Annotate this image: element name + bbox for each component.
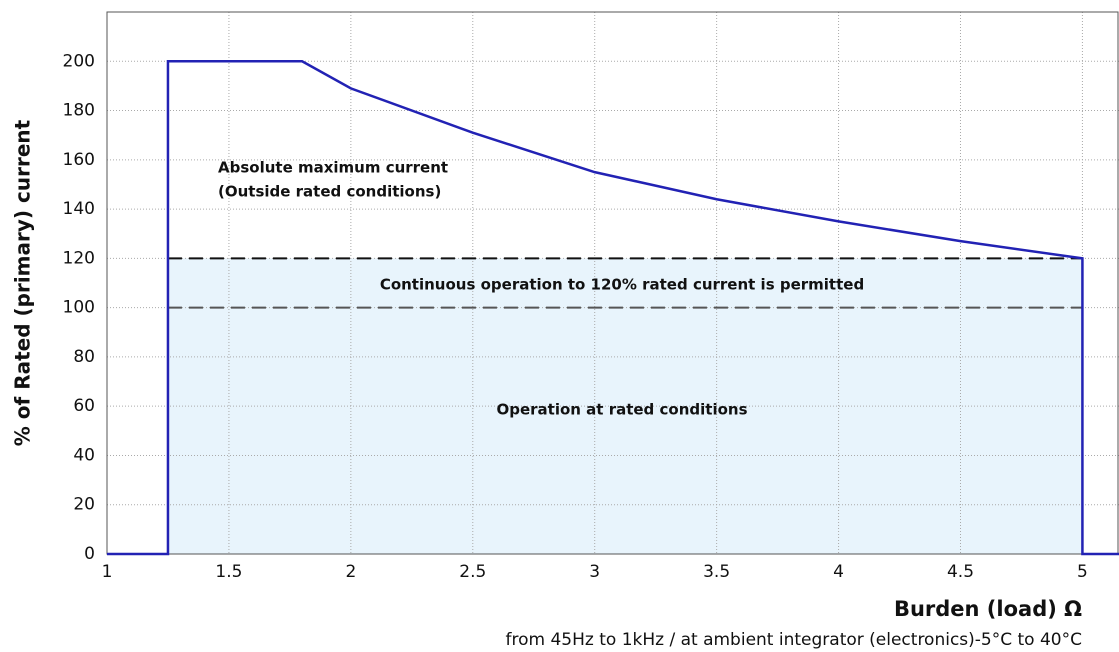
x-tick-label: 1.5 xyxy=(215,562,242,582)
plot-frame xyxy=(106,11,1119,555)
y-tick-label: 200 xyxy=(63,51,95,71)
annotation: Absolute maximum current xyxy=(218,159,448,177)
x-tick-label: 2 xyxy=(345,562,356,582)
x-tick-label: 1 xyxy=(102,562,113,582)
y-axis-label: % of Rated (primary) current xyxy=(11,119,35,446)
y-tick-label: 60 xyxy=(73,396,95,416)
x-tick-label: 3 xyxy=(589,562,600,582)
y-tick-label: 80 xyxy=(73,347,95,367)
y-tick-label: 100 xyxy=(63,298,95,318)
x-tick-label: 4.5 xyxy=(947,562,974,582)
x-tick-label: 3.5 xyxy=(703,562,730,582)
y-tick-label: 20 xyxy=(73,495,95,515)
y-tick-label: 40 xyxy=(73,445,95,465)
x-tick-label: 5 xyxy=(1077,562,1088,582)
y-tick-label: 180 xyxy=(63,101,95,121)
y-tick-label: 0 xyxy=(84,544,95,564)
note: from 45Hz to 1kHz / at ambient integrato… xyxy=(506,630,1082,650)
x-tick-label: 2.5 xyxy=(459,562,486,582)
annotation: Continuous operation to 120% rated curre… xyxy=(380,276,864,294)
annotation: Operation at rated conditions xyxy=(496,401,747,419)
y-tick-label: 120 xyxy=(63,248,95,268)
x-axis-label: Burden (load) Ω xyxy=(894,597,1082,621)
y-tick-label: 140 xyxy=(63,199,95,219)
line-series xyxy=(107,60,1119,556)
annotation: (Outside rated conditions) xyxy=(218,183,441,201)
x-tick-label: 4 xyxy=(833,562,844,582)
y-tick-label: 160 xyxy=(63,150,95,170)
